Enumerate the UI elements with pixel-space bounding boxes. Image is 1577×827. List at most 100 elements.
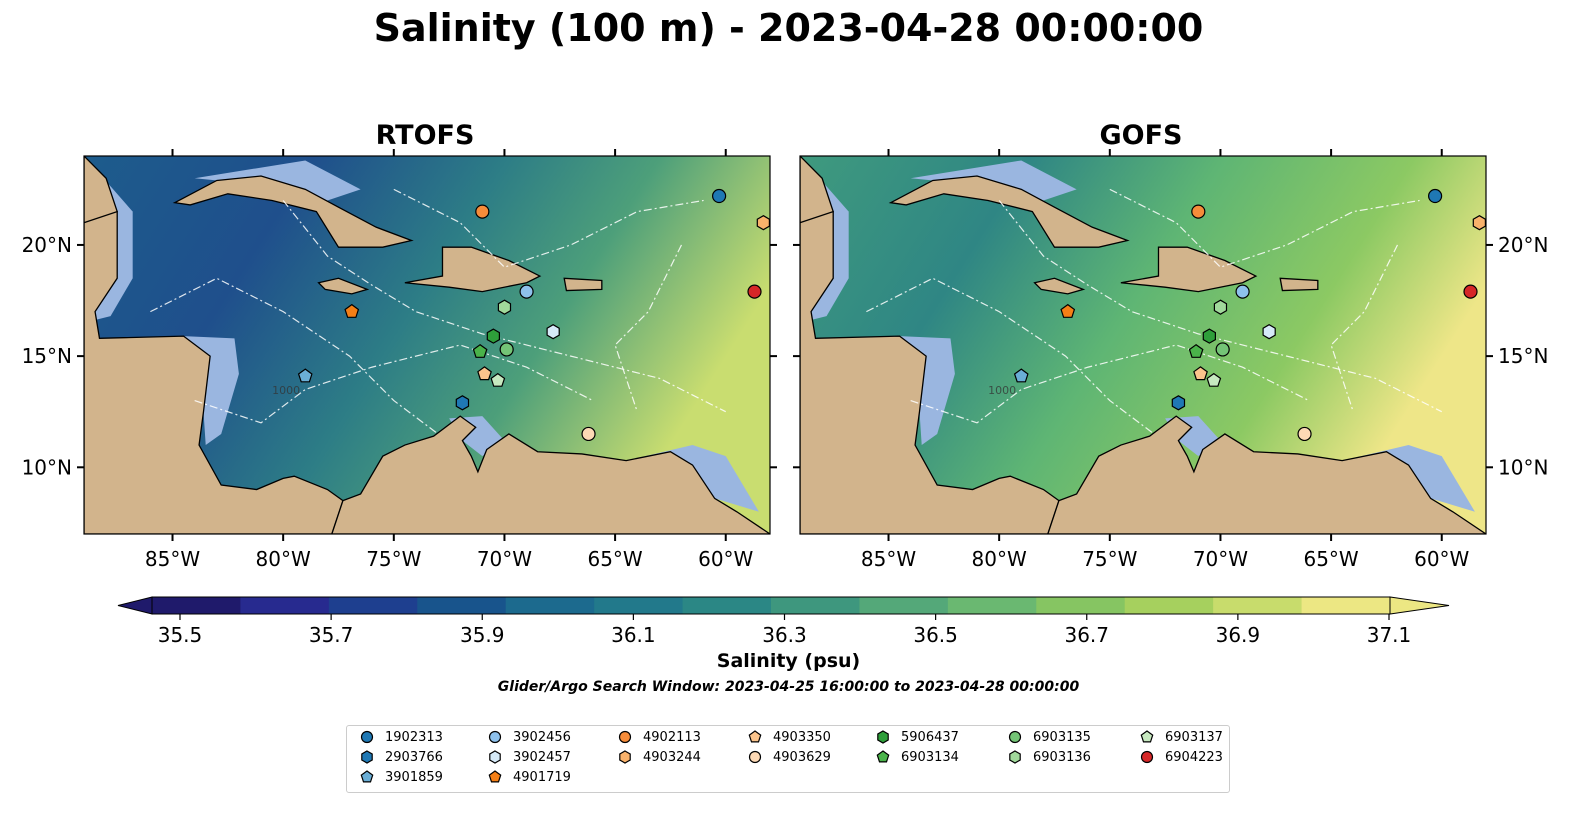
- legend-item-6903136: 6903136: [1007, 749, 1091, 765]
- colorbar-tick-label: 35.7: [309, 623, 354, 647]
- legend-item-6903135: 6903135: [1007, 729, 1091, 745]
- eez-boundary: [866, 277, 1155, 435]
- float-marker-5906437[interactable]: [486, 328, 500, 344]
- float-marker-3902456[interactable]: [519, 284, 534, 299]
- eez-boundary: [194, 344, 594, 424]
- colorbar-segment: [947, 597, 1037, 614]
- legend-item-label: 2903766: [385, 749, 443, 765]
- circle-marker-icon: [618, 730, 632, 744]
- colorbar: [151, 596, 1391, 615]
- circle-marker-icon: [488, 730, 502, 744]
- legend-item-4903629: 4903629: [747, 749, 831, 765]
- eez-boundary: [282, 200, 727, 413]
- lon-tick-label: 70°W: [1193, 547, 1248, 571]
- legend-item-3902457: 3902457: [487, 749, 571, 765]
- hispaniola: [404, 246, 542, 293]
- float-marker-4903350[interactable]: [1193, 366, 1208, 381]
- float-marker-3902456[interactable]: [1235, 284, 1250, 299]
- search-window-label: Glider/Argo Search Window: 2023-04-25 16…: [497, 679, 1080, 695]
- float-marker-6903137[interactable]: [490, 372, 506, 387]
- hispaniola: [1120, 246, 1258, 293]
- legend-item-label: 4901719: [513, 769, 571, 785]
- float-marker-6903136[interactable]: [1213, 299, 1228, 315]
- legend-item-label: 6903134: [901, 749, 959, 765]
- rtofs-frame: [83, 155, 771, 535]
- float-marker-4901719[interactable]: [344, 303, 360, 318]
- float-marker-6903137[interactable]: [1206, 372, 1222, 387]
- lon-tick-label: 70°W: [477, 547, 532, 571]
- contour-label: 1000: [988, 384, 1016, 397]
- colorbar-tick-label: 35.5: [158, 623, 203, 647]
- float-marker-4902113[interactable]: [1191, 204, 1206, 219]
- float-marker-6904223[interactable]: [747, 284, 762, 299]
- legend-item-6903134: 6903134: [875, 749, 959, 765]
- colorbar-tick-label: 36.7: [1064, 623, 1109, 647]
- gofs-map: 1000: [800, 156, 1486, 534]
- float-marker-6903134[interactable]: [472, 343, 488, 358]
- float-marker-4901719[interactable]: [1060, 303, 1076, 318]
- legend-item-label: 3902456: [513, 729, 571, 745]
- lon-tick-label: 60°W: [1414, 547, 1469, 571]
- jamaica: [317, 277, 370, 295]
- float-marker-6903134[interactable]: [1188, 343, 1204, 358]
- shelf-region: [899, 336, 955, 446]
- float-marker-4902113[interactable]: [475, 204, 490, 219]
- float-marker-4903244[interactable]: [1472, 215, 1487, 231]
- circle-marker-icon: [1140, 750, 1154, 764]
- legend-item-label: 4902113: [643, 729, 701, 745]
- float-marker-1902313[interactable]: [712, 188, 727, 204]
- pentagon-marker-icon: [876, 750, 890, 763]
- eez-boundary: [910, 344, 1310, 424]
- legend-item-6904223: 6904223: [1139, 749, 1223, 765]
- colorbar-tick-label: 36.1: [611, 623, 656, 647]
- hexagon-marker-icon: [619, 750, 631, 764]
- float-marker-1902313[interactable]: [1428, 188, 1443, 204]
- hexagon-marker-icon: [489, 750, 501, 764]
- eez-boundary: [150, 277, 439, 435]
- colorbar-tick-label: 36.9: [1216, 623, 1261, 647]
- south-america: [1047, 415, 1486, 534]
- lat-tick-label: 15°N: [22, 344, 72, 368]
- rtofs-map: 1000: [84, 156, 770, 534]
- legend-item-label: 6903135: [1033, 729, 1091, 745]
- float-marker-3902457[interactable]: [546, 324, 560, 340]
- float-marker-3901859[interactable]: [297, 368, 313, 383]
- south-america: [331, 415, 770, 534]
- float-marker-6903135[interactable]: [1215, 342, 1230, 357]
- figure-title: Salinity (100 m) - 2023-04-28 00:00:00: [373, 6, 1204, 50]
- float-marker-3902457[interactable]: [1262, 324, 1276, 340]
- float-marker-6903135[interactable]: [499, 342, 514, 357]
- float-marker-4903629[interactable]: [1297, 426, 1312, 442]
- colorbar-segment: [505, 597, 595, 614]
- float-marker-4903350[interactable]: [477, 366, 492, 381]
- pentagon-marker-icon: [1140, 730, 1154, 743]
- legend-item-label: 6904223: [1165, 749, 1223, 765]
- circle-marker-icon: [360, 730, 374, 744]
- legend-item-4903244: 4903244: [617, 749, 701, 765]
- legend-item-label: 6903137: [1165, 729, 1223, 745]
- pentagon-marker-icon: [748, 730, 762, 743]
- lat-tick-label: 15°N: [1498, 344, 1548, 368]
- legend-item-label: 1902313: [385, 729, 443, 745]
- float-marker-5906437[interactable]: [1202, 328, 1217, 344]
- float-marker-2903766[interactable]: [455, 395, 470, 411]
- float-marker-3901859[interactable]: [1013, 368, 1029, 383]
- puerto-rico: [1279, 277, 1319, 292]
- legend-item-label: 3901859: [385, 769, 443, 785]
- pentagon-marker-icon: [360, 770, 374, 783]
- float-marker-4903629[interactable]: [581, 426, 596, 442]
- colorbar-label: Salinity (psu): [716, 650, 861, 672]
- lon-tick-label: 80°W: [256, 547, 311, 571]
- float-marker-2903766[interactable]: [1171, 395, 1186, 411]
- colorbar-tick-label: 37.1: [1367, 623, 1412, 647]
- colorbar-segment: [1036, 597, 1126, 614]
- circle-marker-icon: [748, 750, 762, 764]
- yucatan-top: [800, 156, 835, 224]
- colorbar-segment: [1213, 597, 1303, 614]
- legend-item-3901859: 3901859: [359, 769, 443, 785]
- float-marker-6903136[interactable]: [497, 299, 512, 315]
- legend-item-4903350: 4903350: [747, 729, 831, 745]
- float-marker-6904223[interactable]: [1463, 284, 1478, 299]
- circle-marker-icon: [1008, 730, 1022, 744]
- float-marker-4903244[interactable]: [756, 215, 771, 231]
